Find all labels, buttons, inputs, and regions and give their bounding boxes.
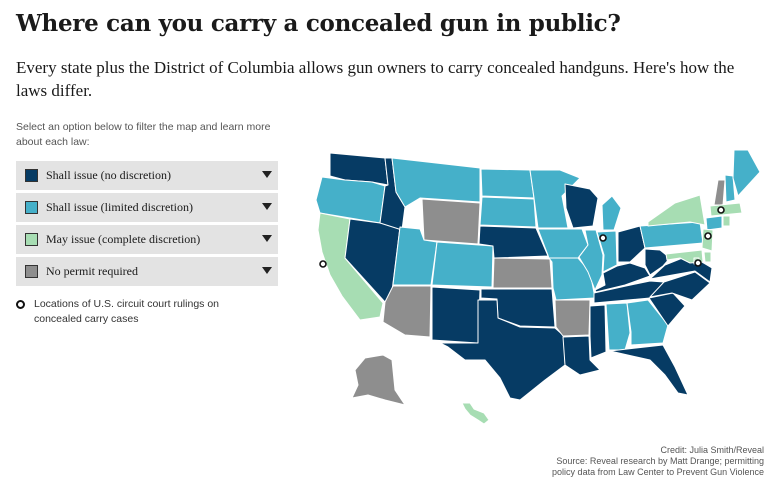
state-mt[interactable] <box>391 157 481 208</box>
state-ny[interactable] <box>647 194 706 227</box>
state-de[interactable] <box>703 251 712 263</box>
state-nd[interactable] <box>480 168 535 199</box>
state-nc[interactable] <box>649 271 711 301</box>
credit-source-cont: policy data from Law Center to Prevent G… <box>552 467 764 477</box>
legend-swatch-may-issue <box>25 233 38 246</box>
state-ky[interactable] <box>594 262 651 293</box>
state-wi[interactable] <box>564 183 599 229</box>
page-title: Where can you carry a concealed gun in p… <box>16 10 621 37</box>
state-me[interactable] <box>732 149 761 197</box>
page-subtitle: Every state plus the District of Columbi… <box>16 58 735 100</box>
state-wv[interactable] <box>644 248 671 276</box>
chevron-down-icon[interactable] <box>262 171 272 178</box>
court-ruling-marker-md[interactable] <box>694 259 702 267</box>
filter-shall-issue-limited-discretion[interactable]: Shall issue (limited discretion) <box>16 193 278 222</box>
legend-swatch-no-permit <box>25 265 38 278</box>
state-ks[interactable] <box>492 257 553 289</box>
filter-label: No permit required <box>46 264 138 278</box>
state-al[interactable] <box>605 302 631 351</box>
state-mo[interactable] <box>548 257 596 301</box>
state-vt[interactable] <box>713 179 726 206</box>
state-hi[interactable] <box>461 402 490 425</box>
court-ruling-marker-il[interactable] <box>599 234 607 242</box>
state-ri[interactable] <box>722 215 731 227</box>
state-la[interactable] <box>562 335 601 376</box>
state-mi[interactable] <box>601 195 622 231</box>
filter-list: Shall issue (no discretion) Shall issue … <box>16 161 278 289</box>
chevron-down-icon[interactable] <box>262 235 272 242</box>
filter-instructions: Select an option below to filter the map… <box>16 121 271 148</box>
state-ar[interactable] <box>554 299 591 337</box>
filter-no-permit-required[interactable]: No permit required <box>16 257 278 286</box>
state-ms[interactable] <box>589 304 607 359</box>
credit-source: Source: Reveal research by Matt Drange; … <box>556 456 764 466</box>
credit-author: Credit: Julia Smith/Reveal <box>660 445 764 455</box>
state-tx[interactable] <box>439 299 566 401</box>
court-ruling-marker-ca[interactable] <box>319 260 327 268</box>
court-ruling-marker-nj[interactable] <box>704 232 712 240</box>
state-nm[interactable] <box>431 286 481 344</box>
filter-may-issue[interactable]: May issue (complete discretion) <box>16 225 278 254</box>
legend-swatch-shall-limited <box>25 201 38 214</box>
court-ruling-legend-label: Locations of U.S. circuit court rulings … <box>34 298 220 325</box>
state-ct[interactable] <box>705 215 723 231</box>
state-fl[interactable] <box>609 344 689 396</box>
state-co[interactable] <box>431 241 494 288</box>
state-ma[interactable] <box>709 202 743 217</box>
state-oh[interactable] <box>617 225 646 263</box>
state-ga[interactable] <box>626 299 669 346</box>
filter-label: May issue (complete discretion) <box>46 232 201 246</box>
state-wy[interactable] <box>421 198 481 245</box>
chevron-down-icon[interactable] <box>262 203 272 210</box>
filter-shall-issue-no-discretion[interactable]: Shall issue (no discretion) <box>16 161 278 190</box>
filter-label: Shall issue (no discretion) <box>46 168 171 182</box>
court-ruling-marker-icon <box>16 300 25 309</box>
chevron-down-icon[interactable] <box>262 267 272 274</box>
court-ruling-marker-ny[interactable] <box>717 206 725 214</box>
state-ak[interactable] <box>351 354 406 406</box>
state-az[interactable] <box>382 285 432 338</box>
map-credit: Credit: Julia Smith/Reveal Source: Revea… <box>552 445 764 478</box>
legend-swatch-shall-no-discretion <box>25 169 38 182</box>
state-nh[interactable] <box>724 174 736 203</box>
filter-label: Shall issue (limited discretion) <box>46 200 193 214</box>
state-sd[interactable] <box>479 196 537 228</box>
court-ruling-legend: Locations of U.S. circuit court rulings … <box>16 297 266 327</box>
